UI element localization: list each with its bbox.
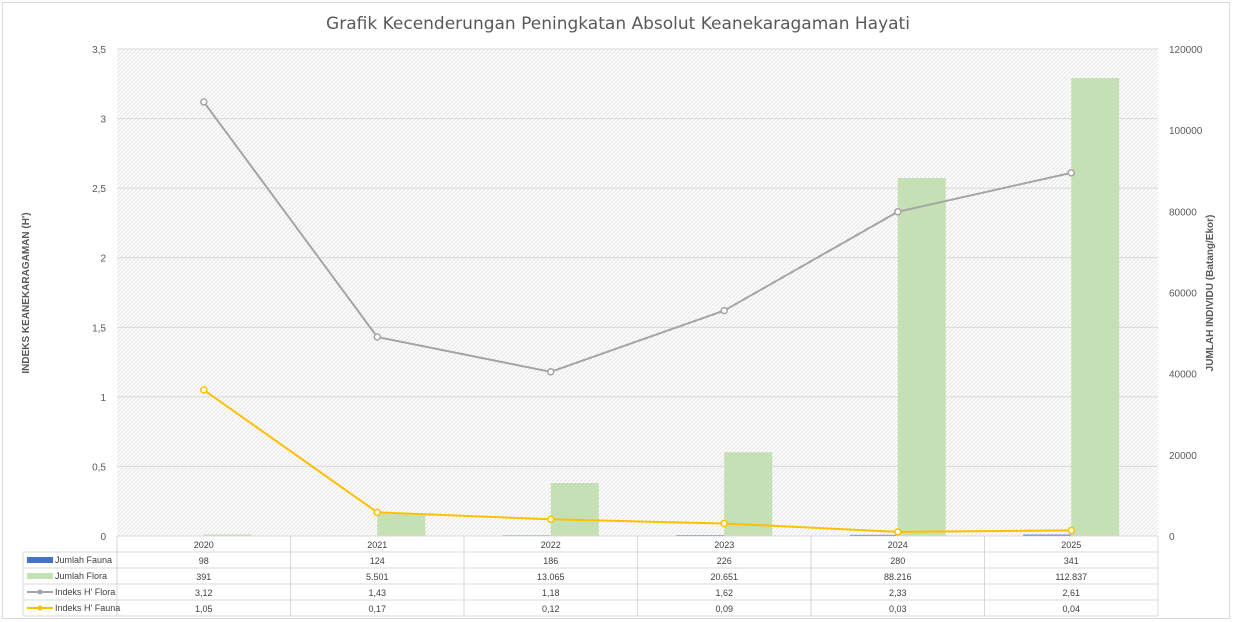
table-cell: 341 [1064, 556, 1079, 566]
table-cell: 0,03 [889, 604, 907, 614]
point-indeks-h-flora [720, 306, 728, 315]
point-indeks-h-fauna [200, 386, 208, 394]
right-axis: 0 20000 40000 60000 80000 100000 120000 [1169, 45, 1203, 543]
left-tick-label: 1,5 [92, 323, 106, 334]
category-label: 2022 [541, 540, 561, 550]
left-tick-label: 2 [100, 254, 106, 265]
table-cell: 280 [890, 556, 905, 566]
line-indeks-h-flora [202, 101, 1072, 373]
lines-layer [200, 98, 1075, 536]
left-tick-label: 3,5 [92, 45, 106, 56]
table-cell: 112.837 [1055, 572, 1087, 582]
left-tick-label: 1 [100, 393, 106, 404]
table-cell: 3,12 [195, 588, 213, 598]
chart-svg: Grafik Kecenderungan Peningkatan Absolut… [21, 14, 1216, 617]
table-cell: 186 [543, 556, 558, 566]
right-tick-label: 100000 [1169, 126, 1203, 137]
category-label: 2021 [367, 540, 387, 550]
point-indeks-h-flora [1067, 169, 1075, 177]
table-cell: 391 [196, 572, 211, 582]
point-indeks-h-flora [373, 333, 381, 341]
point-indeks-h-flora [894, 208, 902, 216]
bar-jumlah-flora [724, 452, 773, 536]
bar-jumlah-flora [550, 482, 599, 536]
left-tick-label: 0 [100, 532, 106, 543]
line-indeks-h-fauna [203, 389, 1072, 533]
point-indeks-h-fauna [1067, 526, 1075, 535]
table-cell: 2,61 [1062, 588, 1080, 598]
legend-label: Jumlah Fauna [55, 555, 112, 565]
table-cell: 0,09 [715, 604, 733, 614]
legend-label: Indeks H' Flora [55, 587, 115, 597]
left-axis-title: INDEKS KEANEKARAGAMAN (H') [21, 212, 32, 373]
legend-key-bar [27, 573, 53, 579]
bar-jumlah-fauna [1023, 534, 1072, 536]
table-cell: 1,62 [715, 588, 733, 598]
table-cell: 124 [370, 556, 385, 566]
table-cell: 1,43 [368, 588, 386, 598]
table-cell: 98 [199, 556, 209, 566]
bars-layer [155, 78, 1120, 537]
left-tick-label: 0,5 [92, 462, 106, 473]
point-indeks-h-fauna [547, 515, 555, 524]
right-tick-label: 40000 [1169, 370, 1197, 381]
bar-jumlah-flora [203, 534, 252, 536]
right-tick-label: 80000 [1169, 207, 1197, 218]
left-tick-label: 3 [100, 115, 106, 126]
right-tick-label: 120000 [1169, 45, 1203, 56]
table-cell: 1,18 [542, 588, 560, 598]
right-tick-label: 60000 [1169, 289, 1197, 300]
table-cell: 88.216 [884, 572, 912, 582]
table-cell: 5.501 [366, 572, 389, 582]
right-axis-title: JUMLAH INDIVIDU (Batang/Ekor) [1205, 215, 1216, 372]
bar-jumlah-flora [1071, 78, 1120, 537]
category-label: 2023 [714, 540, 734, 550]
legend-key-marker [37, 589, 43, 595]
legend-label: Jumlah Flora [55, 571, 107, 581]
bar-jumlah-fauna [849, 534, 898, 536]
table-cell: 0,17 [368, 604, 386, 614]
table-cell: 226 [717, 556, 732, 566]
right-tick-label: 0 [1169, 532, 1175, 543]
plot-area-background [117, 49, 1158, 536]
table-cell: 0,12 [542, 604, 560, 614]
legend-label: Indeks H' Fauna [55, 603, 120, 613]
table-cell: 1,05 [195, 604, 213, 614]
point-indeks-h-flora [200, 98, 208, 106]
point-indeks-h-fauna [373, 508, 381, 517]
bar-jumlah-flora [897, 177, 946, 537]
point-indeks-h-fauna [894, 528, 902, 536]
bar-jumlah-flora [377, 513, 426, 536]
category-label: 2024 [888, 540, 908, 550]
point-indeks-h-flora [547, 368, 555, 376]
category-label: 2025 [1061, 540, 1081, 550]
table-cell: 20.651 [710, 572, 738, 582]
right-tick-label: 20000 [1169, 451, 1197, 462]
left-tick-label: 2,5 [92, 184, 106, 195]
table-cell: 2,33 [889, 588, 907, 598]
chart-title: Grafik Kecenderungan Peningkatan Absolut… [326, 14, 910, 34]
table-cell: 13.065 [537, 572, 565, 582]
data-table: 2020 2021 2022 2023 2024 2025 Jumlah Fauna 98 12… [22, 535, 1159, 617]
point-indeks-h-fauna [720, 519, 728, 528]
legend-key-bar [27, 557, 53, 563]
legend-key-marker [37, 605, 43, 611]
table-cell: 0,04 [1062, 604, 1080, 614]
left-axis: 0 0,5 1 1,5 2 2,5 3 3,5 [92, 45, 106, 543]
gridlines [117, 48, 1158, 537]
category-label: 2020 [194, 540, 214, 550]
